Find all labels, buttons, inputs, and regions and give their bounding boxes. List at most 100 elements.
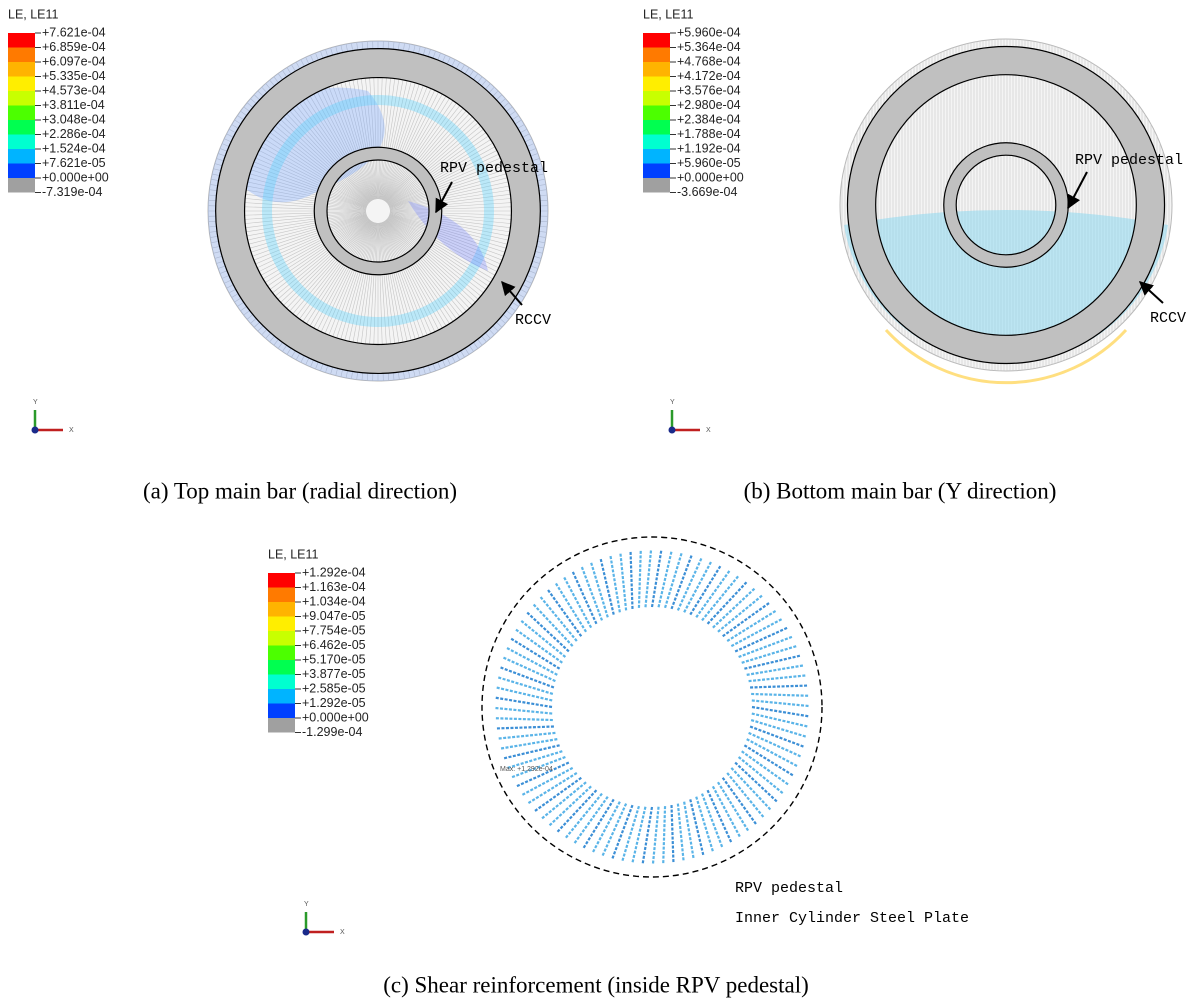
figure: LE, LE11 +7.621e-04+6.859e-04+6.097e-04 +5… [0, 0, 1191, 1007]
legend-swatch [268, 646, 295, 661]
legend-label: +1.192e-04 [677, 141, 741, 155]
legend-swatch [643, 135, 670, 150]
legend-swatch [268, 573, 295, 588]
legend-label: +3.811e-04 [42, 98, 105, 112]
legend-label: +3.576e-04 [677, 83, 741, 97]
shear-bar [533, 603, 573, 646]
legend-swatch [268, 675, 295, 690]
shear-bar [731, 768, 771, 811]
legend-swatch [268, 588, 295, 603]
shear-bar [739, 636, 794, 657]
legend-swatch [268, 718, 295, 733]
caption: (b) Bottom main bar (Y direction) [744, 478, 1057, 503]
panel: LE, LE11+7.621e-04+6.859e-04+6.097e-04+5… [8, 7, 551, 503]
annotation: RPV pedestal [440, 160, 548, 177]
triad-y-label: Y [33, 399, 38, 406]
legend-swatch [643, 33, 670, 48]
triad-x-label: X [706, 427, 711, 434]
legend-swatch [643, 91, 670, 106]
shear-bar [581, 566, 602, 621]
caption: (c) Shear reinforcement (inside RPV pede… [383, 972, 809, 997]
legend-swatch [643, 106, 670, 121]
shear-bar [696, 570, 730, 618]
shear-bar [652, 549, 661, 607]
shear-bar [591, 561, 608, 617]
legend-label: +5.960e-05 [677, 156, 741, 170]
legend-label: +7.621e-05 [42, 156, 106, 170]
legend-label: +1.163e-04 [302, 580, 366, 594]
legend-swatch [8, 178, 35, 193]
legend-swatch [8, 91, 35, 106]
shear-bar [752, 714, 809, 727]
shear-bar [643, 807, 652, 865]
shear-bar [749, 675, 807, 681]
legend-swatch [8, 33, 35, 48]
triad-x-label: X [340, 929, 345, 936]
legend-swatch [8, 135, 35, 150]
triad-x-label: X [69, 427, 74, 434]
annotation: Inner Cylinder Steel Plate [735, 910, 969, 927]
legend-swatch [643, 178, 670, 193]
legend-swatch [643, 48, 670, 63]
legend-label: -7.319e-04 [42, 185, 103, 199]
shear-bar [663, 806, 665, 864]
shear-bar [653, 807, 659, 865]
shear-bar [696, 797, 713, 853]
triad-origin [669, 427, 676, 434]
legend-label: +0.000e+00 [42, 170, 109, 184]
legend-swatch [268, 660, 295, 675]
legend-label: +1.034e-04 [302, 594, 366, 608]
shear-bar [548, 786, 591, 826]
legend-swatch [643, 77, 670, 92]
shear-bar [494, 708, 552, 714]
shear-bar [742, 646, 798, 663]
shear-bar [751, 720, 807, 737]
page: {"panels": [ {"legend": {"title": "LE, L… [0, 0, 1191, 1007]
shear-bar [672, 805, 674, 863]
shear-bar [659, 550, 672, 607]
legend-label: +9.047e-05 [302, 609, 366, 623]
legend-label: +3.048e-04 [42, 112, 106, 126]
legend-title: LE, LE11 [268, 547, 319, 561]
legend-label: -3.669e-04 [677, 185, 738, 199]
legend-swatch [268, 689, 295, 704]
triad-origin [32, 427, 39, 434]
shear-bar [497, 733, 555, 739]
panel: LE, LE11+1.292e-04+1.163e-04+1.034e-04+9… [268, 537, 969, 997]
shear-bar [742, 751, 790, 785]
legend-swatch [8, 77, 35, 92]
legend-label: +4.573e-04 [42, 83, 106, 97]
legend-label: +1.292e-05 [302, 696, 366, 710]
legend-swatch [8, 106, 35, 121]
legend-label: +1.788e-04 [677, 127, 741, 141]
legend-swatch [268, 704, 295, 719]
shear-bar [494, 698, 552, 707]
legend-label: -1.299e-04 [302, 725, 363, 739]
legend-title: LE, LE11 [643, 7, 694, 21]
legend-swatch [643, 120, 670, 135]
legend-swatch [268, 602, 295, 617]
legend-label: +6.097e-04 [42, 54, 106, 68]
triad-origin [303, 929, 310, 936]
legend-label: +2.585e-05 [302, 681, 366, 695]
shear-bar [752, 700, 810, 706]
shear-bar [631, 550, 633, 608]
max-label: Max: +1.292e-04 [500, 766, 553, 773]
legend-swatch [8, 62, 35, 77]
legend-label: +7.621e-04 [42, 25, 106, 39]
legend-swatch [268, 631, 295, 646]
shear-bar [639, 549, 641, 607]
legend-label: +2.286e-04 [42, 127, 106, 141]
shear-bar [665, 552, 682, 608]
shear-bar [494, 718, 552, 720]
legend-label: +6.859e-04 [42, 40, 106, 54]
boundary [482, 537, 822, 877]
annotation: RPV pedestal [1075, 152, 1183, 169]
shear-bar [515, 629, 563, 663]
legend-swatch [8, 48, 35, 63]
shear-bar [497, 677, 553, 694]
legend-label: +6.462e-05 [302, 638, 366, 652]
legend-label: +3.877e-05 [302, 667, 366, 681]
legend-label: +2.980e-04 [677, 98, 741, 112]
shear-bar [750, 686, 808, 688]
